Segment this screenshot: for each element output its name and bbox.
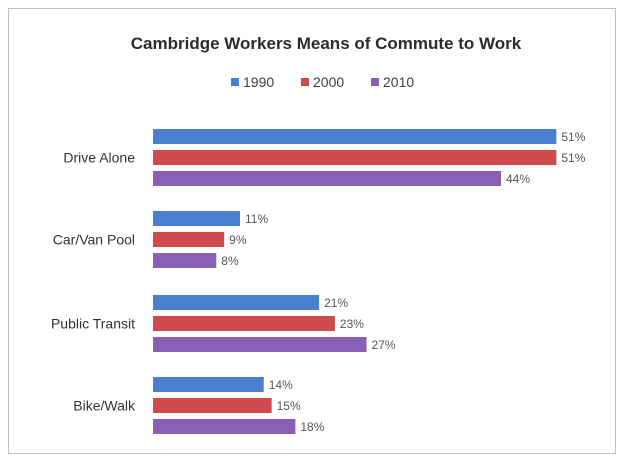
bar-2000 <box>153 150 557 165</box>
category-label: Public Transit <box>51 316 135 332</box>
bar-2010 <box>153 171 501 186</box>
bar-2010 <box>153 419 296 434</box>
chart-frame: Cambridge Workers Means of Commute to Wo… <box>8 8 616 454</box>
value-label: 44% <box>506 172 530 186</box>
legend-swatch-2000 <box>301 78 309 86</box>
bar-2010 <box>153 253 217 268</box>
value-label: 18% <box>300 420 324 434</box>
chart-title: Cambridge Workers Means of Commute to Wo… <box>131 34 522 53</box>
category-axis: Drive Alone Car/Van Pool Public Transit Bik… <box>51 150 136 414</box>
chart-legend: 1990 2000 2010 <box>231 74 414 90</box>
bar-1990 <box>153 295 320 310</box>
category-label: Drive Alone <box>63 150 135 166</box>
bar-2000 <box>153 232 225 247</box>
bar-2010 <box>153 337 367 352</box>
value-label: 14% <box>269 378 293 392</box>
legend-label-2010: 2010 <box>383 74 414 90</box>
value-label: 51% <box>561 130 585 144</box>
legend-swatch-2010 <box>371 78 379 86</box>
bar-1990 <box>153 129 557 144</box>
legend-label-2000: 2000 <box>313 74 344 90</box>
value-label: 27% <box>372 338 396 352</box>
legend-swatch-1990 <box>231 78 239 86</box>
bars <box>153 129 557 434</box>
value-label: 8% <box>221 254 239 268</box>
legend-label-1990: 1990 <box>243 74 274 90</box>
value-labels: 51% 51% 44% 11% 9% 8% 21% 23% 27% 14% 15% 18% <box>221 130 585 434</box>
value-label: 51% <box>561 151 585 165</box>
value-label: 9% <box>229 233 247 247</box>
value-label: 21% <box>324 296 348 310</box>
value-label: 11% <box>245 212 268 226</box>
value-label: 15% <box>277 399 301 413</box>
category-label: Bike/Walk <box>73 398 136 414</box>
commute-bar-chart: Cambridge Workers Means of Commute to Wo… <box>51 34 586 434</box>
bar-2000 <box>153 398 272 413</box>
bar-1990 <box>153 211 240 226</box>
bar-2000 <box>153 316 335 331</box>
value-label: 23% <box>340 317 364 331</box>
bar-1990 <box>153 377 264 392</box>
category-label: Car/Van Pool <box>53 232 135 248</box>
